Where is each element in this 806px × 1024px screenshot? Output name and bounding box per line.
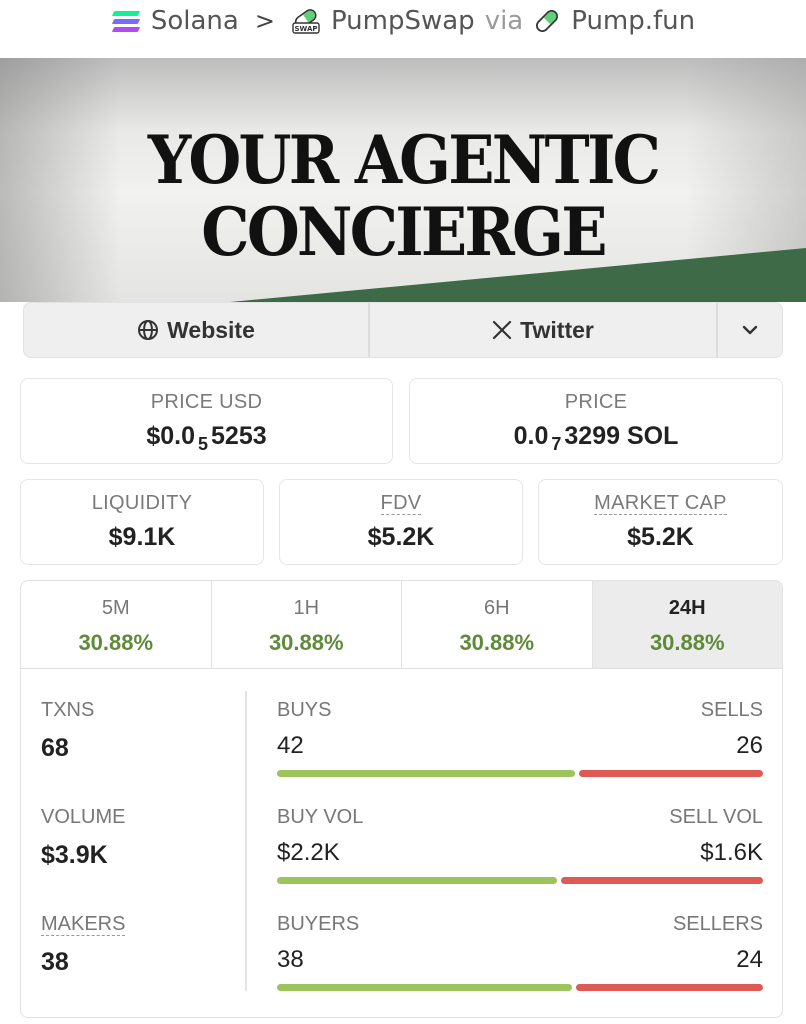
pumpswap-badge: SWAP xyxy=(294,25,317,33)
buyers-sellers-bar xyxy=(277,984,763,991)
txns-label: TXNS xyxy=(41,699,95,721)
price-usd-label: PRICE USD xyxy=(150,391,263,413)
liquidity-label: LIQUIDITY xyxy=(91,492,193,514)
website-button[interactable]: Website xyxy=(24,303,370,357)
sell-vol-bar-segment xyxy=(561,877,763,884)
timeframe-tabs: 5M 30.88% 1H 30.88% 6H 30.88% 24H 30.88% xyxy=(21,581,782,669)
makers-cell: MAKERS 38 xyxy=(41,913,126,977)
fdv-card[interactable]: FDV $5.2K xyxy=(279,479,523,565)
stats-panel: 5M 30.88% 1H 30.88% 6H 30.88% 24H 30.88%… xyxy=(20,580,783,1018)
tab-change: 30.88% xyxy=(78,630,154,655)
fdv-label: FDV xyxy=(380,492,422,515)
banner-green-stripe xyxy=(230,248,806,302)
tab-24h[interactable]: 24H 30.88% xyxy=(592,581,782,668)
price-usd-digits: 5253 xyxy=(211,422,267,450)
social-links-bar: Website Twitter xyxy=(23,302,783,358)
tab-5m[interactable]: 5M 30.88% xyxy=(21,581,212,668)
sells-label: SELLS xyxy=(700,699,763,721)
tab-change: 30.88% xyxy=(459,630,535,655)
buyers-label: BUYERS xyxy=(277,913,360,935)
tab-label: 24H xyxy=(668,597,706,619)
price-native-value: 0.0 7 3299 SOL xyxy=(410,422,782,455)
buys-label: BUYS xyxy=(277,699,332,721)
market-cap-label: MARKET CAP xyxy=(594,492,727,515)
buy-vol-bar-segment xyxy=(277,877,557,884)
tab-change: 30.88% xyxy=(268,630,344,655)
volume-bar xyxy=(277,877,763,884)
breadcrumb-dex[interactable]: PumpSwap xyxy=(330,6,475,36)
liquidity-card: LIQUIDITY $9.1K xyxy=(20,479,264,565)
makers-label: MAKERS xyxy=(41,913,126,936)
banner-headline: YOUR AGENTIC CONCIERGE xyxy=(32,124,774,268)
globe-icon xyxy=(138,320,159,340)
sellers-label: SELLERS xyxy=(672,913,763,935)
buys-value: 42 xyxy=(277,732,304,759)
volume-value: $3.9K xyxy=(41,841,108,869)
fdv-value: $5.2K xyxy=(367,523,435,551)
breadcrumb: Solana > SWAP PumpSwap via Pump.fun xyxy=(0,0,806,42)
sells-value: 26 xyxy=(736,732,763,759)
tab-change: 30.88% xyxy=(649,630,725,655)
sell-vol-value: $1.6K xyxy=(700,839,763,866)
website-label: Website xyxy=(167,316,255,343)
sellers-value: 24 xyxy=(736,946,763,973)
price-native-prefix: 0.0 xyxy=(513,422,549,450)
price-usd-prefix: $0.0 xyxy=(146,422,196,450)
banner-line-1: YOUR AGENTIC xyxy=(147,121,661,199)
pill-icon xyxy=(536,10,559,32)
liquidity-value: $9.1K xyxy=(108,523,176,551)
chevron-down-icon xyxy=(742,325,758,335)
price-native-label: PRICE xyxy=(564,391,628,413)
buys-sells-bar xyxy=(277,770,763,777)
makers-value: 38 xyxy=(41,948,69,976)
market-cap-card[interactable]: MARKET CAP $5.2K xyxy=(538,479,783,565)
banner-line-2: CONCIERGE xyxy=(201,193,607,271)
buy-vol-value: $2.2K xyxy=(277,839,340,866)
banner-shade-left xyxy=(0,58,120,302)
tab-label: 5M xyxy=(101,597,130,619)
breadcrumb-launchpad[interactable]: Pump.fun xyxy=(571,6,696,36)
price-usd-card: PRICE USD $0.0 5 5253 xyxy=(20,378,393,464)
buyers-value: 38 xyxy=(277,946,304,973)
market-cap-value: $5.2K xyxy=(627,523,694,551)
breadcrumb-chain[interactable]: Solana xyxy=(150,6,239,36)
buyers-sellers-cell: BUYERS SELLERS 38 24 xyxy=(277,913,763,991)
column-divider xyxy=(245,691,247,991)
more-links-button[interactable] xyxy=(718,303,782,357)
tab-6h[interactable]: 6H 30.88% xyxy=(402,581,593,668)
txns-value: 68 xyxy=(41,734,69,762)
breadcrumb-via: via xyxy=(484,6,524,36)
token-banner: YOUR AGENTIC CONCIERGE xyxy=(0,58,806,302)
x-logo-icon xyxy=(493,320,512,340)
sellers-bar-segment xyxy=(576,984,763,991)
txns-cell: TXNS 68 xyxy=(41,699,94,763)
transactions-grid: TXNS 68 BUYS SELLS 42 26 VOLUME $3.9K B xyxy=(21,669,782,1017)
solana-icon xyxy=(111,10,141,32)
price-native-digits: 3299 SOL xyxy=(564,422,679,450)
twitter-label: Twitter xyxy=(520,316,594,343)
price-native-card: PRICE 0.0 7 3299 SOL xyxy=(409,378,783,464)
buy-sell-volume-cell: BUY VOL SELL VOL $2.2K $1.6K xyxy=(277,806,763,884)
volume-cell: VOLUME $3.9K xyxy=(41,806,125,870)
buyers-bar-segment xyxy=(277,984,572,991)
twitter-button[interactable]: Twitter xyxy=(370,303,718,357)
buys-bar-segment xyxy=(277,770,575,777)
pumpswap-icon: SWAP xyxy=(292,9,320,34)
breadcrumb-separator: > xyxy=(254,7,275,35)
tab-label: 6H xyxy=(483,597,510,619)
sells-bar-segment xyxy=(579,770,763,777)
buy-vol-label: BUY VOL xyxy=(277,806,364,828)
tab-label: 1H xyxy=(293,597,320,619)
volume-label: VOLUME xyxy=(41,806,126,828)
buys-sells-cell: BUYS SELLS 42 26 xyxy=(277,699,763,777)
tab-1h[interactable]: 1H 30.88% xyxy=(212,581,402,668)
sell-vol-label: SELL VOL xyxy=(669,806,763,828)
price-usd-value: $0.0 5 5253 xyxy=(21,422,392,455)
price-native-zeros: 7 xyxy=(551,434,562,454)
price-usd-zeros: 5 xyxy=(198,434,209,454)
